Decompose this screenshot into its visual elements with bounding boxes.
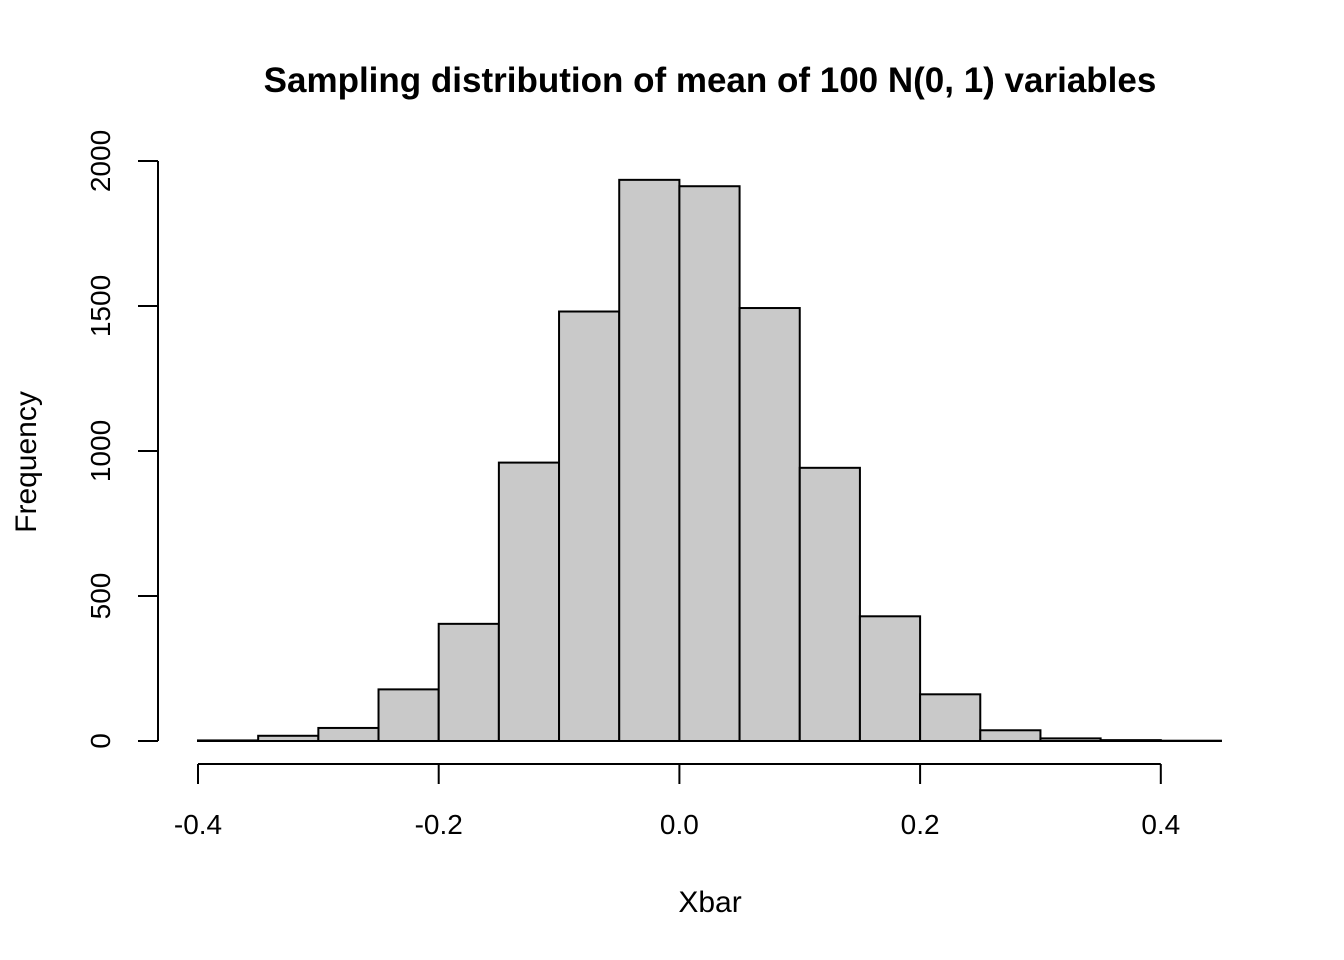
x-axis: -0.4 -0.2 0.0 0.2 0.4: [174, 763, 1180, 840]
y-tick-label: 0: [85, 733, 116, 749]
histogram-bar: [437, 622, 500, 743]
y-axis-label: Frequency: [10, 391, 43, 533]
histogram-bar: [317, 726, 380, 743]
histogram-bar: [919, 693, 982, 742]
histogram-bar: [858, 615, 922, 742]
histogram-bar: [497, 461, 561, 742]
histogram-bar: [979, 729, 1042, 743]
histogram-bar: [798, 466, 861, 742]
chart-title: Sampling distribution of mean of 100 N(0…: [264, 61, 1157, 100]
x-tick-label: -0.4: [174, 809, 222, 840]
histogram-bar: [738, 307, 801, 742]
x-tick-label: 0.0: [660, 809, 699, 840]
histogram-bar: [678, 185, 741, 743]
y-tick-label: 500: [85, 573, 116, 620]
y-axis: 0 500 1000 1500 2000: [85, 130, 159, 749]
y-tick-label: 1000: [85, 420, 116, 482]
y-tick-label: 1500: [85, 275, 116, 337]
x-axis-label: Xbar: [678, 886, 741, 919]
x-tick-label: 0.4: [1141, 809, 1180, 840]
x-tick-label: 0.2: [901, 809, 940, 840]
x-tick-label: -0.2: [415, 809, 463, 840]
bars-group: [197, 178, 1222, 743]
histogram-bar: [377, 688, 440, 743]
y-tick-label: 2000: [85, 130, 116, 192]
histogram-bar: [558, 310, 621, 742]
histogram-bar: [618, 178, 681, 743]
